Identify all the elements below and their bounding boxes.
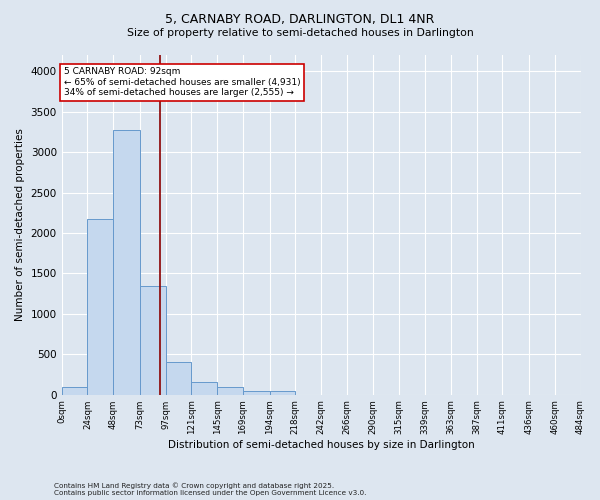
X-axis label: Distribution of semi-detached houses by size in Darlington: Distribution of semi-detached houses by … bbox=[168, 440, 475, 450]
Y-axis label: Number of semi-detached properties: Number of semi-detached properties bbox=[15, 128, 25, 322]
Bar bbox=[217, 388, 243, 394]
Bar bbox=[113, 130, 140, 394]
Text: 5, CARNABY ROAD, DARLINGTON, DL1 4NR: 5, CARNABY ROAD, DARLINGTON, DL1 4NR bbox=[166, 12, 434, 26]
Bar bbox=[140, 286, 166, 395]
Bar bbox=[62, 386, 88, 394]
Bar bbox=[88, 219, 113, 394]
Bar bbox=[166, 362, 191, 394]
Text: Contains HM Land Registry data © Crown copyright and database right 2025.: Contains HM Land Registry data © Crown c… bbox=[54, 482, 334, 489]
Text: Contains public sector information licensed under the Open Government Licence v3: Contains public sector information licen… bbox=[54, 490, 367, 496]
Bar bbox=[243, 391, 269, 394]
Text: 5 CARNABY ROAD: 92sqm
← 65% of semi-detached houses are smaller (4,931)
34% of s: 5 CARNABY ROAD: 92sqm ← 65% of semi-deta… bbox=[64, 67, 301, 97]
Bar bbox=[269, 391, 295, 394]
Text: Size of property relative to semi-detached houses in Darlington: Size of property relative to semi-detach… bbox=[127, 28, 473, 38]
Bar bbox=[191, 382, 217, 394]
